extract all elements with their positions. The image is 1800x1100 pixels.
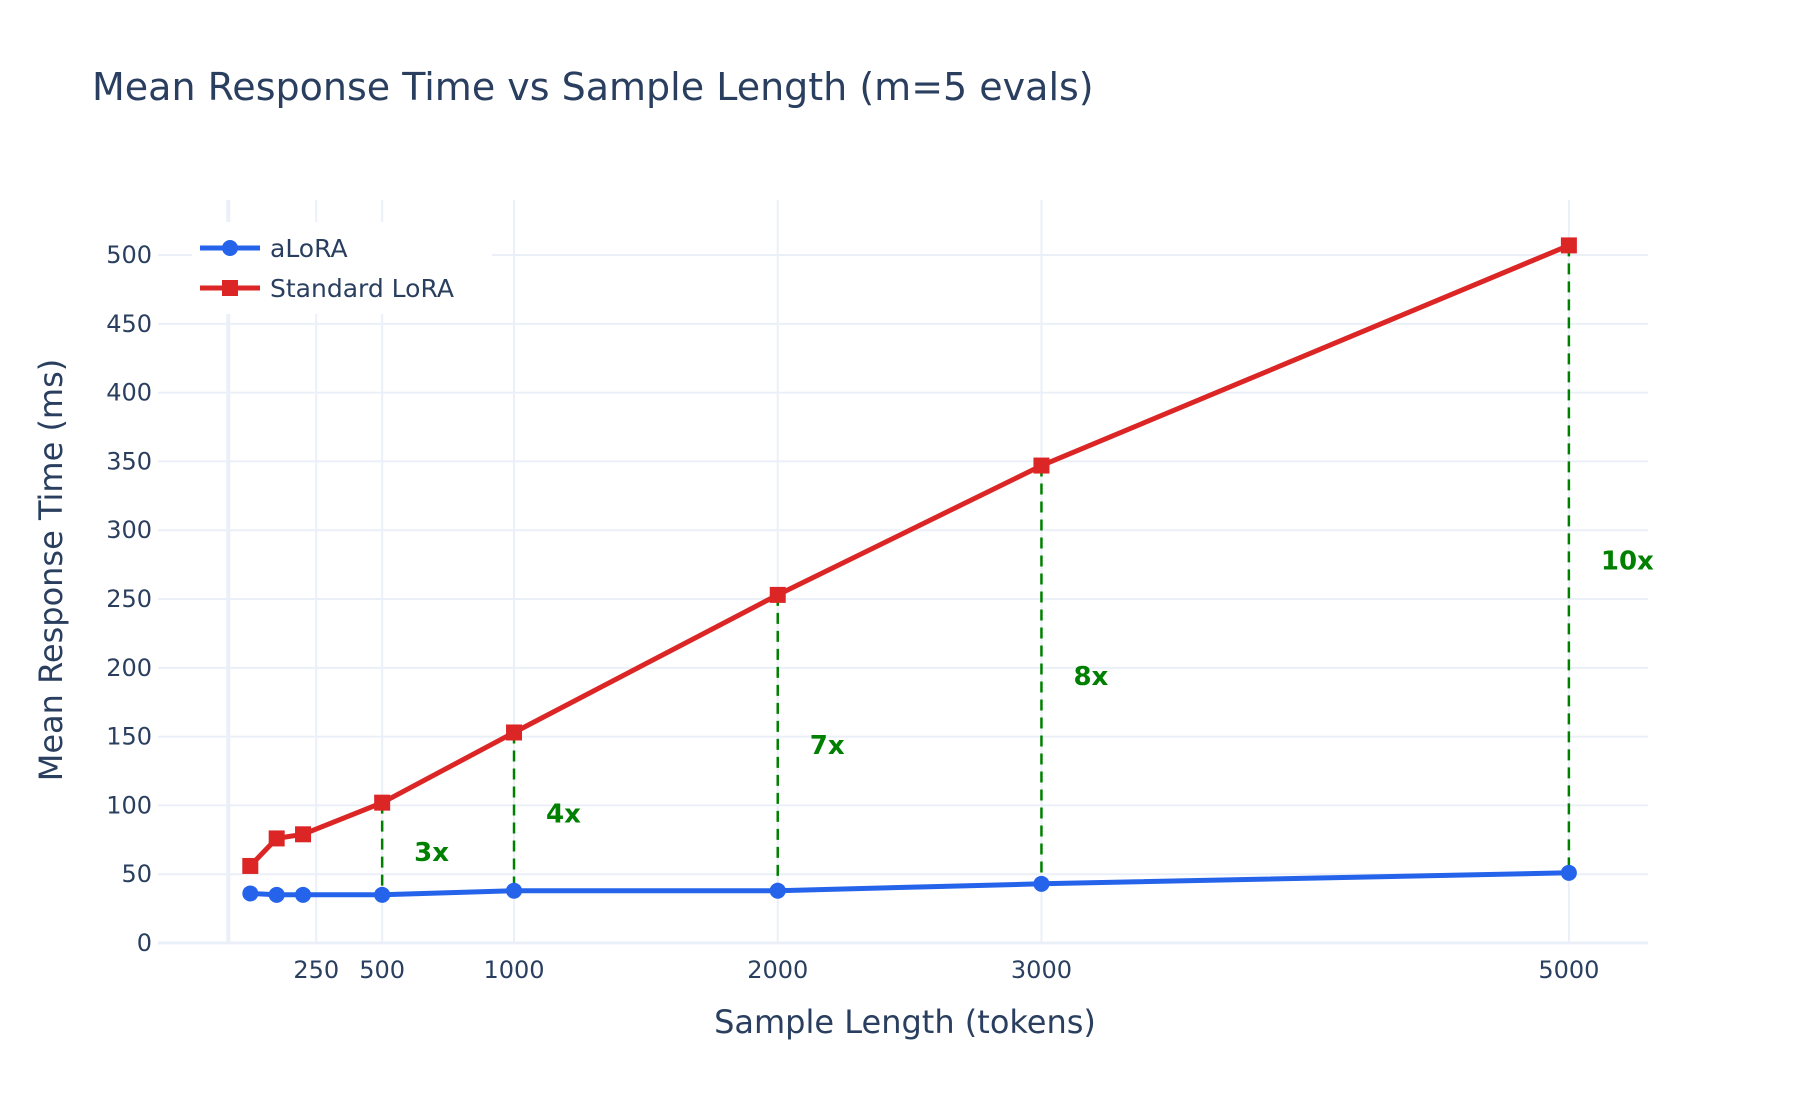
chart-title: Mean Response Time vs Sample Length (m=5… bbox=[92, 65, 1094, 109]
y-tick-label: 350 bbox=[106, 447, 152, 475]
legend-label: Standard LoRA bbox=[270, 274, 454, 303]
legend: aLoRA Standard LoRA bbox=[192, 222, 492, 314]
y-tick-label: 400 bbox=[106, 379, 152, 407]
data-point-alora bbox=[295, 886, 312, 903]
y-tick-label: 50 bbox=[121, 860, 152, 888]
speedup-label: 10x bbox=[1601, 546, 1654, 576]
speedup-label: 3x bbox=[414, 838, 449, 868]
legend-label: aLoRA bbox=[270, 234, 348, 263]
data-point-alora bbox=[769, 882, 786, 899]
speedup-label: 8x bbox=[1073, 662, 1108, 692]
x-tick-label: 2000 bbox=[747, 956, 808, 984]
legend-marker-square bbox=[222, 280, 238, 296]
y-tick-label: 100 bbox=[106, 791, 152, 819]
y-tick-label: 250 bbox=[106, 585, 152, 613]
data-point-alora bbox=[374, 886, 391, 903]
speedup-label: 4x bbox=[546, 800, 581, 830]
data-point-standard-lora bbox=[1033, 457, 1050, 474]
x-tick-label: 500 bbox=[359, 956, 405, 984]
data-point-standard-lora bbox=[295, 826, 312, 843]
data-point-standard-lora bbox=[1560, 237, 1577, 254]
data-point-standard-lora bbox=[268, 830, 285, 847]
annotation-layer: 3x 4x 7x 8x 10x bbox=[380, 245, 1654, 895]
x-tick-label: 250 bbox=[293, 956, 339, 984]
data-point-alora bbox=[242, 885, 259, 902]
speedup-label: 7x bbox=[810, 731, 845, 761]
data-point-alora bbox=[1560, 864, 1577, 881]
data-point-standard-lora bbox=[242, 857, 259, 874]
y-tick-label: 450 bbox=[106, 310, 152, 338]
x-tick-label: 1000 bbox=[483, 956, 544, 984]
x-tick-label: 3000 bbox=[1011, 956, 1072, 984]
data-point-standard-lora bbox=[769, 586, 786, 603]
y-tick-label: 200 bbox=[106, 654, 152, 682]
data-point-alora bbox=[506, 882, 523, 899]
data-point-alora bbox=[268, 886, 285, 903]
y-tick-label: 150 bbox=[106, 723, 152, 751]
series-layer bbox=[242, 237, 1577, 903]
y-tick-label: 500 bbox=[106, 241, 152, 269]
data-point-alora bbox=[1033, 875, 1050, 892]
axis-layer: 0 50 100 150 200 250 300 350 400 450 500 250 500 1000… bbox=[106, 241, 1599, 984]
data-point-standard-lora bbox=[506, 724, 523, 741]
legend-marker-circle bbox=[222, 240, 238, 256]
x-tick-label: 5000 bbox=[1538, 956, 1599, 984]
x-axis-title: Sample Length (tokens) bbox=[714, 1003, 1096, 1041]
data-point-standard-lora bbox=[374, 794, 391, 811]
y-tick-label: 300 bbox=[106, 516, 152, 544]
legend-background bbox=[192, 222, 492, 314]
y-tick-label: 0 bbox=[137, 929, 152, 957]
y-axis-title: Mean Response Time (ms) bbox=[32, 359, 70, 782]
